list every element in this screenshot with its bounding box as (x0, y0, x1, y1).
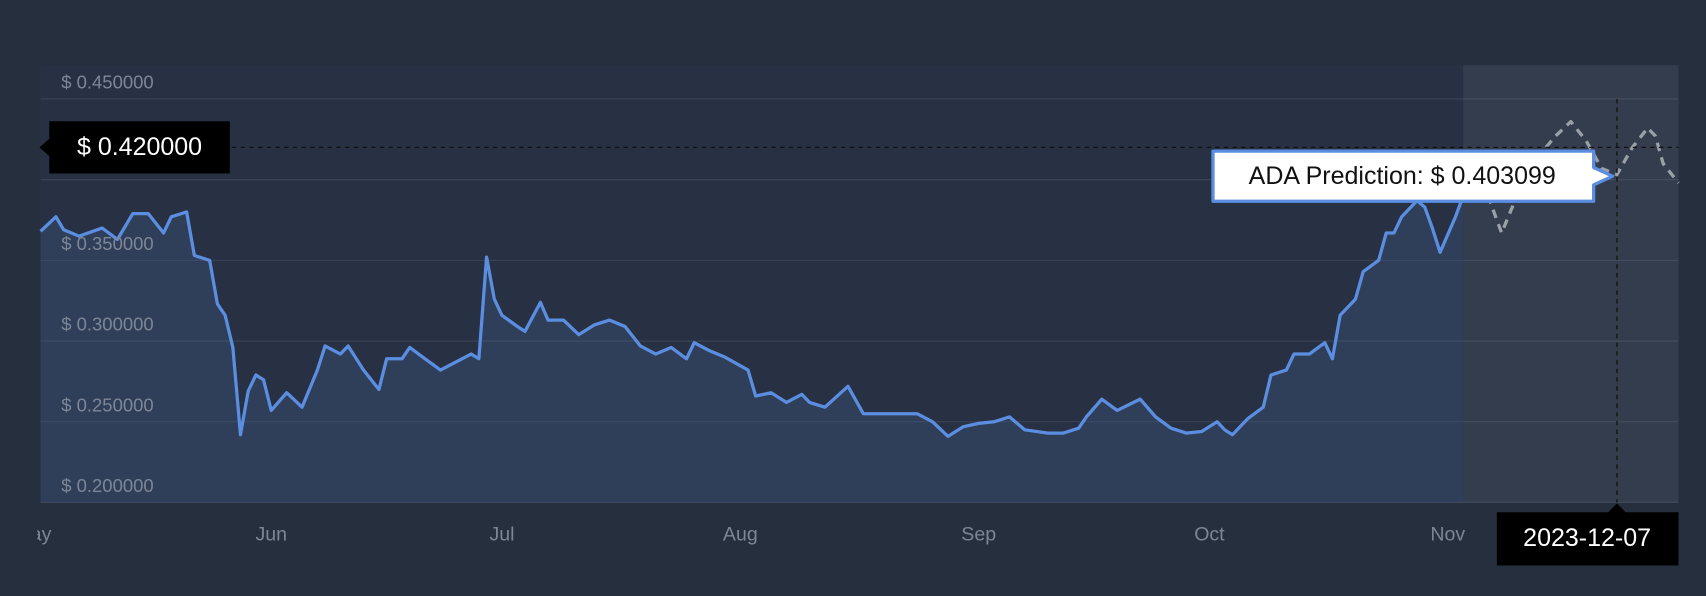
tooltip-text: ADA Prediction: $ 0.403099 (1249, 162, 1556, 190)
line (39, 195, 1465, 438)
prediction-region (1463, 65, 1679, 503)
x-tick-label: May (14, 523, 51, 545)
x-tick-label: Jun (255, 523, 287, 545)
x-tick-label: Aug (723, 523, 758, 545)
line (1462, 119, 1680, 235)
y-crosshair-box (39, 121, 230, 174)
y-crosshair-label: $ 0.420000 (77, 133, 202, 161)
x-tick-label: Sep (961, 523, 996, 545)
y-tick-label: $ 0.250000 (61, 394, 153, 415)
x-crosshair-label: 2023-12-07 (1523, 524, 1651, 552)
tooltip-box (1211, 149, 1615, 203)
y-tick-label: $ 0.350000 (61, 233, 153, 254)
marks (39, 65, 1680, 503)
y-tick-label: $ 0.200000 (61, 475, 153, 496)
overlay: $ 0.200000 $ 0.250000 $ 0.300000 $ 0.350000… (39, 72, 1679, 566)
x-crosshair-box (1496, 503, 1679, 566)
y-tick-label: $ 0.300000 (61, 314, 153, 335)
x-axis: May Jun Jul Aug Sep Oct Nov (14, 523, 1465, 545)
y-tick-label: $ 0.450000 (61, 72, 153, 93)
x-tick-label: Nov (1430, 523, 1465, 545)
area (40, 195, 1464, 503)
x-tick-label: Oct (1194, 523, 1225, 545)
plot-area (40, 65, 1679, 503)
grid (40, 98, 1679, 504)
x-tick-label: Jul (489, 523, 514, 545)
